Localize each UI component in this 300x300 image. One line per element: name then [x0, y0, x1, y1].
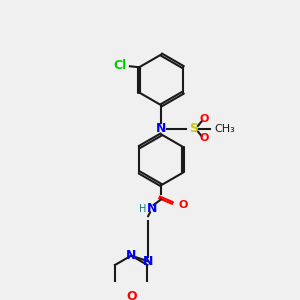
Text: N: N	[126, 249, 136, 262]
Text: N: N	[156, 122, 166, 135]
Text: O: O	[178, 200, 188, 210]
Text: O: O	[126, 290, 136, 300]
Text: Cl: Cl	[113, 59, 126, 72]
Text: N: N	[143, 255, 153, 268]
Text: O: O	[200, 133, 209, 143]
Text: CH₃: CH₃	[214, 124, 235, 134]
Text: S: S	[189, 122, 198, 135]
Text: O: O	[200, 114, 209, 124]
Text: H: H	[139, 204, 146, 214]
Text: N: N	[147, 202, 157, 215]
